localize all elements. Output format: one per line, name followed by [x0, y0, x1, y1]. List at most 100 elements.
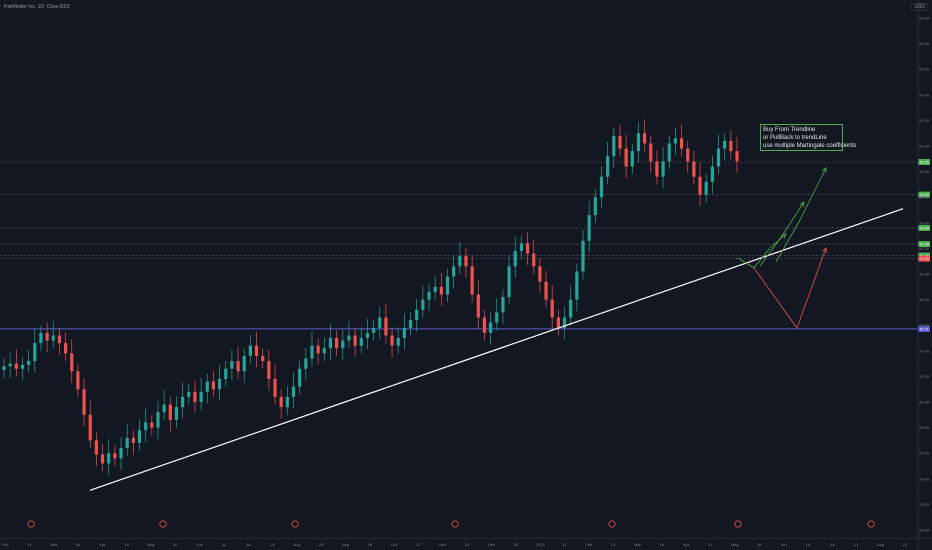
- candle-body: [33, 343, 37, 362]
- candle-body: [544, 281, 548, 300]
- candle-body: [328, 338, 333, 349]
- y-tick-label: 40.00: [919, 272, 930, 277]
- x-tick-label: Mar: [634, 542, 642, 547]
- currency-badge[interactable]: USD: [911, 3, 928, 11]
- buy-arrow-2-head: [799, 201, 805, 208]
- candle-body: [716, 148, 721, 167]
- candle-body: [538, 266, 542, 282]
- x-tick-label: Apr: [683, 542, 690, 547]
- chart-title: Pathfinder Inc, 1D, Cboe BZX: [4, 4, 70, 10]
- candle-body: [57, 335, 62, 344]
- y-tick-label: 54.00: [919, 92, 930, 97]
- candle-body: [365, 332, 370, 338]
- candle-body: [679, 138, 684, 149]
- y-tick-label: 32.00: [919, 374, 930, 379]
- earnings-marker: [451, 520, 459, 528]
- candle-body: [107, 453, 111, 464]
- trade-note-line-1: Buy From Trendline: [763, 127, 816, 133]
- candle-body: [193, 391, 197, 402]
- x-tick-label: 27: [416, 542, 421, 547]
- y-tick-label: 26.00: [919, 451, 930, 456]
- candle-body: [476, 294, 480, 318]
- candle-body: [8, 363, 12, 367]
- x-tick-label: 29: [465, 542, 470, 547]
- candle-body: [396, 338, 400, 346]
- candle-body: [51, 335, 55, 341]
- candle-body: [353, 335, 357, 346]
- candle-body: [686, 148, 690, 162]
- x-tick-label: 30: [514, 542, 519, 547]
- y-tick-label: 20.00: [919, 528, 930, 533]
- candle-body: [507, 266, 511, 298]
- trade-note[interactable]: Buy From Trendline or PullBack to trendL…: [760, 124, 856, 151]
- candle-body: [248, 345, 252, 356]
- x-tick-label: 14: [660, 542, 665, 547]
- candle-body: [649, 143, 653, 162]
- candle-body: [304, 358, 308, 369]
- candle-body: [76, 371, 80, 390]
- candle-body: [458, 256, 462, 267]
- x-tick-label: 20: [173, 542, 178, 547]
- buy-arrow-3-path: [775, 167, 827, 263]
- earnings-marker: [867, 520, 875, 528]
- price-level-tag: [918, 252, 930, 259]
- candle-body: [273, 378, 277, 397]
- candle-body: [532, 253, 536, 267]
- candle-body: [242, 355, 246, 372]
- y-tick-label: 42.00: [919, 246, 930, 251]
- candle-body: [322, 348, 326, 354]
- x-tick-label: Feb: [2, 542, 10, 547]
- candle-body: [525, 243, 530, 254]
- y-tick-label: 50.00: [919, 144, 930, 149]
- y-tick-label: 36.00: [919, 323, 930, 328]
- x-tick-label: May: [147, 542, 155, 547]
- x-tick-label: 22: [903, 542, 908, 547]
- candle-body: [211, 381, 216, 390]
- price-level-label: 42.34: [919, 243, 929, 247]
- candle-body: [39, 332, 43, 344]
- price-level-label: 46.20: [919, 193, 929, 197]
- x-tick-label: 25: [319, 542, 324, 547]
- candle-body: [556, 317, 560, 328]
- x-tick-label: 18: [757, 542, 762, 547]
- price-level-label: 43.60: [919, 226, 929, 230]
- y-tick-label: 22.00: [919, 502, 930, 507]
- x-tick-label: Jun: [780, 542, 786, 547]
- candle-body: [359, 338, 363, 346]
- candle-body: [347, 335, 351, 341]
- candle-body: [636, 133, 641, 152]
- x-tick-label: Sep: [342, 542, 350, 547]
- x-tick-label: Dec: [488, 542, 495, 547]
- candle-body: [384, 317, 388, 336]
- candle-body: [94, 440, 98, 455]
- candle-body: [643, 133, 647, 144]
- candle-body: [131, 437, 135, 443]
- y-tick-label: 52.00: [919, 118, 930, 123]
- x-tick-label: Apr: [99, 542, 106, 547]
- candle-body: [575, 271, 579, 300]
- x-tick-label: Feb: [585, 542, 593, 547]
- candle-body: [698, 176, 702, 195]
- candle-body: [217, 378, 222, 390]
- x-tick-label: Jul: [246, 542, 251, 547]
- price-level-tag: [918, 159, 930, 165]
- price-level-label: 35.71: [919, 327, 929, 331]
- candle-body: [692, 161, 696, 177]
- candle-body: [254, 345, 259, 356]
- candle-body: [402, 327, 406, 338]
- trade-note-line-2: or PullBack to trendLine: [763, 135, 827, 141]
- candle-body: [612, 135, 616, 157]
- candle-body: [421, 299, 425, 310]
- x-tick-label: Oct: [391, 542, 398, 547]
- candle-body: [408, 320, 413, 328]
- earnings-marker: [27, 520, 35, 528]
- candle-body: [371, 327, 376, 333]
- candle-body: [261, 355, 265, 362]
- x-tick-label: Aug: [293, 542, 300, 547]
- candle-body: [100, 454, 105, 464]
- y-tick-label: 28.00: [919, 425, 930, 430]
- candle-body: [205, 381, 209, 392]
- candle-body: [70, 353, 74, 372]
- candle-body: [224, 368, 228, 379]
